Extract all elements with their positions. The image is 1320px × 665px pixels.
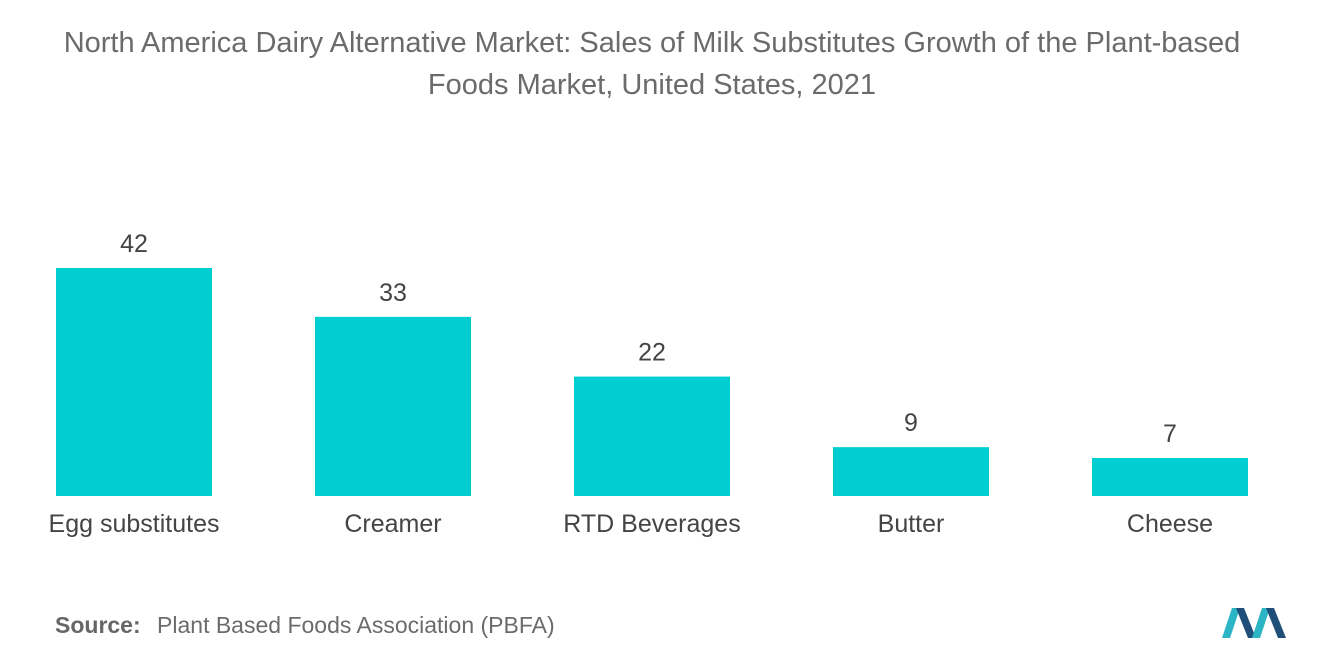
bar-butter [833,447,989,496]
logo-left-stroke [1222,608,1240,638]
source-text: Plant Based Foods Association (PBFA) [157,612,555,638]
category-label-creamer: Creamer [344,510,441,538]
bar-egg-substitutes [56,268,212,496]
bar-rtd-beverages [574,376,730,496]
data-label-creamer: 33 [379,279,407,307]
category-labels-group: Egg substitutes Creamer RTD Beverages Butte… [49,510,1214,538]
bar-creamer [315,316,471,496]
data-label-cheese: 7 [1163,420,1177,448]
data-label-egg-substitutes: 42 [120,230,148,258]
data-label-butter: 9 [904,409,918,437]
category-label-rtd-beverages: RTD Beverages [563,510,740,538]
source-label: Source: [55,612,141,638]
bar-cheese [1092,458,1248,496]
category-label-butter: Butter [878,510,945,538]
brand-logo-icon [1222,608,1286,638]
logo-right-stroke-2 [1266,608,1286,638]
chart-title: North America Dairy Alternative Market: … [0,22,1304,106]
logo-middle-stroke [1236,608,1256,638]
logo-right-stroke-1 [1252,608,1270,638]
category-label-cheese: Cheese [1127,510,1213,538]
data-label-rtd-beverages: 22 [638,339,666,367]
category-label-egg-substitutes: Egg substitutes [49,510,220,538]
bars-group [56,268,1248,496]
source-note: Source: Plant Based Foods Association (P… [55,612,555,639]
chart-title-line-2: Foods Market, United States, 2021 [427,69,877,101]
chart-title-line-1: North America Dairy Alternative Market: … [63,27,1241,59]
bar-chart: 42 33 22 9 7 Egg substitutes Creamer RTD Bever… [49,230,1248,538]
value-labels-group: 42 33 22 9 7 [120,230,1177,448]
